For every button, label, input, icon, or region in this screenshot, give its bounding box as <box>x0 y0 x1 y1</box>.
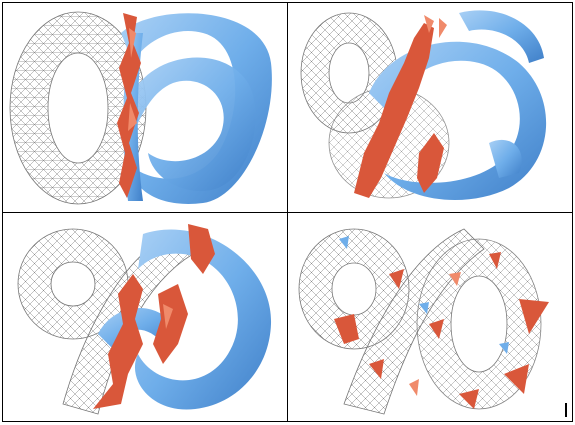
torus-knot-icon <box>300 10 547 200</box>
panel-top-right <box>289 3 572 211</box>
horizontal-divider <box>2 212 573 213</box>
red-fragments <box>117 13 141 198</box>
scattered-fragments <box>334 236 549 409</box>
torus-knot-icon <box>17 224 272 415</box>
torus-knot-icon <box>298 228 549 415</box>
red-fragments <box>93 224 215 409</box>
text-cursor <box>565 403 567 417</box>
solid-torus <box>121 13 272 204</box>
panel-bottom-left <box>3 214 286 421</box>
wireframe-torus <box>9 11 147 205</box>
panel-bottom-right <box>289 214 572 421</box>
panel-top-left <box>3 3 286 211</box>
torus-knot-icon <box>9 11 272 205</box>
solid-torus <box>369 10 547 200</box>
red-fragments <box>354 15 447 198</box>
wireframe-torus <box>298 228 542 415</box>
